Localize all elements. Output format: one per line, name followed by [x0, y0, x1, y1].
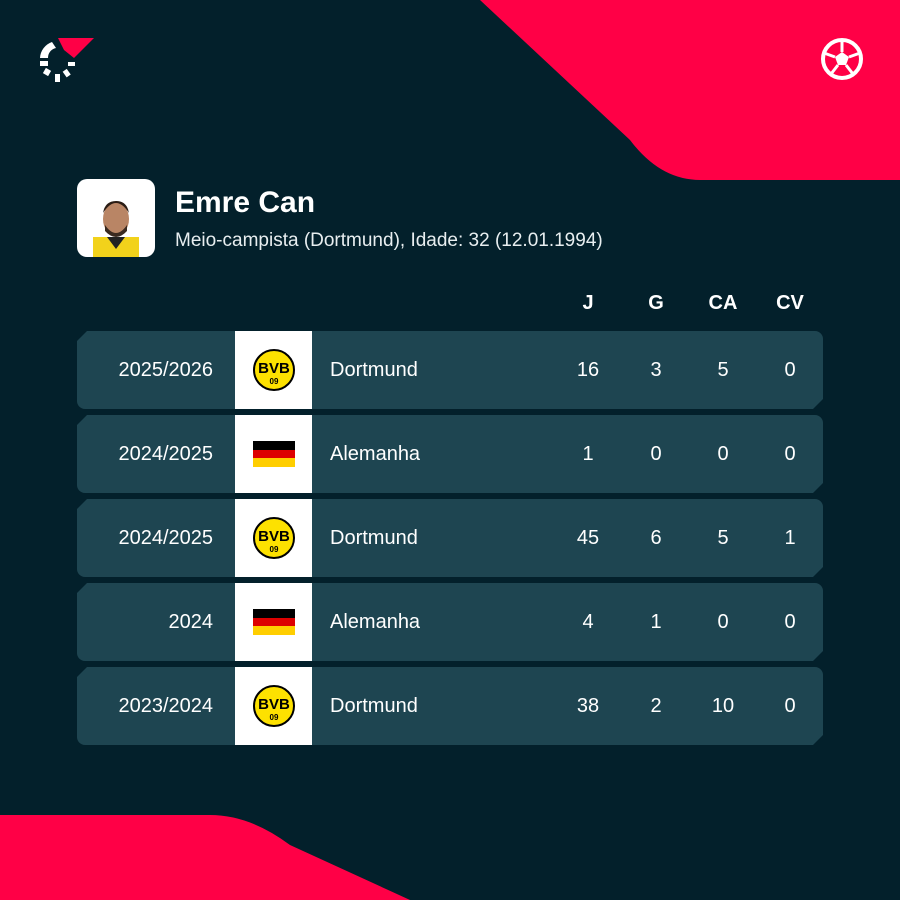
season: 2023/2024	[118, 695, 213, 717]
stat-ca: 10	[711, 695, 735, 717]
svg-text:09: 09	[269, 713, 278, 722]
team-name: Dortmund	[330, 527, 418, 549]
table-row: 2024/2025 Alemanha 1 0 0 0	[77, 415, 823, 493]
team-name: Dortmund	[330, 695, 418, 717]
football-icon	[821, 38, 863, 80]
svg-text:09: 09	[269, 377, 278, 386]
season: 2024	[168, 611, 213, 633]
svg-text:BVB: BVB	[258, 360, 290, 377]
stat-ca: 5	[717, 359, 729, 381]
column-header-j: J	[582, 292, 594, 314]
season: 2024/2025	[118, 527, 213, 549]
player-photo	[77, 179, 155, 257]
stat-g: 3	[650, 359, 662, 381]
svg-text:BVB: BVB	[258, 696, 290, 713]
svg-text:BVB: BVB	[258, 528, 290, 545]
germany-flag-icon	[253, 441, 295, 467]
stat-g: 6	[650, 527, 662, 549]
team-crest	[235, 415, 312, 493]
team-crest: BVB 09	[235, 499, 312, 577]
stat-g: 0	[650, 443, 662, 465]
table-row: 2023/2024 BVB 09 Dortmund 38 2 10 0	[77, 667, 823, 745]
season: 2025/2026	[118, 359, 213, 381]
stat-g: 1	[650, 611, 662, 633]
stat-j: 38	[576, 695, 600, 717]
team-name: Alemanha	[330, 443, 421, 465]
team-name: Dortmund	[330, 359, 418, 381]
column-header-g: G	[648, 292, 664, 314]
stat-ca: 0	[717, 443, 729, 465]
player-name: Emre Can	[175, 186, 316, 219]
season: 2024/2025	[118, 443, 213, 465]
team-name: Alemanha	[330, 611, 421, 633]
stat-cv: 0	[784, 695, 796, 717]
stat-ca: 0	[717, 611, 729, 633]
stat-ca: 5	[717, 527, 729, 549]
stat-j: 1	[582, 443, 594, 465]
table-row: 2024 Alemanha 4 1 0 0	[77, 583, 823, 661]
team-crest: BVB 09	[235, 667, 312, 745]
flashscore-logo-icon	[40, 38, 94, 82]
team-crest: BVB 09	[235, 331, 312, 409]
svg-text:09: 09	[269, 545, 278, 554]
stat-j: 16	[576, 359, 600, 381]
stat-j: 4	[582, 611, 594, 633]
stat-cv: 0	[784, 359, 796, 381]
stat-cv: 1	[784, 527, 796, 549]
team-crest	[235, 583, 312, 661]
stat-g: 2	[650, 695, 662, 717]
table-row: 2025/2026 BVB 09 Dortmund 16 3 5 0	[77, 331, 823, 409]
table-row: 2024/2025 BVB 09 Dortmund 45 6 5 1	[77, 499, 823, 577]
column-header-ca: CA	[708, 292, 738, 314]
stat-cv: 0	[784, 611, 796, 633]
stat-cv: 0	[784, 443, 796, 465]
column-header-cv: CV	[776, 292, 804, 314]
stat-j: 45	[576, 527, 600, 549]
germany-flag-icon	[253, 609, 295, 635]
player-details: Meio-campista (Dortmund), Idade: 32 (12.…	[175, 230, 603, 251]
